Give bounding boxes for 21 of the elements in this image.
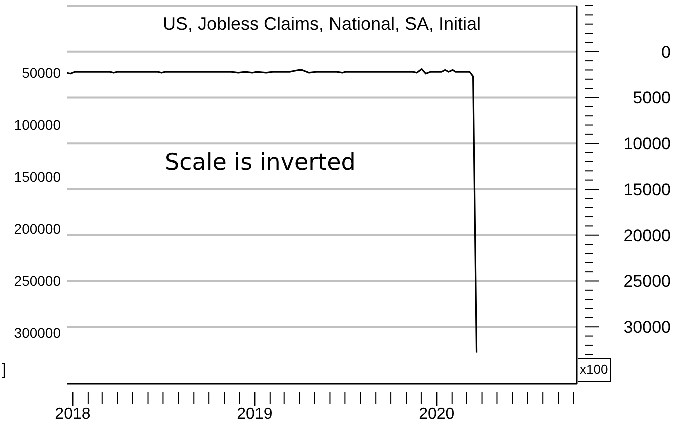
annotation: Scale is inverted xyxy=(165,150,356,176)
line-series xyxy=(67,68,478,354)
x-tick-label: 2018 xyxy=(55,406,91,423)
text: ] xyxy=(2,362,6,379)
y-tick-label: 50000 xyxy=(22,64,62,81)
y2-tick-label: 15000 xyxy=(624,180,671,200)
y2-tick-label: 10000 xyxy=(624,134,671,154)
y-tick-label: 100000 xyxy=(14,116,62,133)
y2-tick-label: 5000 xyxy=(633,88,671,108)
y2-tick-label: 25000 xyxy=(624,272,671,292)
chart-title: US, Jobless Claims, National, SA, Initial xyxy=(162,14,482,34)
y2-tick-label: 30000 xyxy=(624,318,671,338)
y-tick-label: 300000 xyxy=(14,325,62,342)
y-tick-label: 250000 xyxy=(14,273,62,290)
y2-axis-title: x100 xyxy=(580,362,608,377)
x-tick-label: 2019 xyxy=(237,406,273,423)
x-tick-label: 2020 xyxy=(419,406,455,423)
y-tick-label: 150000 xyxy=(14,169,62,186)
y2-tick-label: 0 xyxy=(662,42,671,62)
y-tick-label: 200000 xyxy=(14,221,62,238)
y2-tick-label: 20000 xyxy=(624,226,671,246)
